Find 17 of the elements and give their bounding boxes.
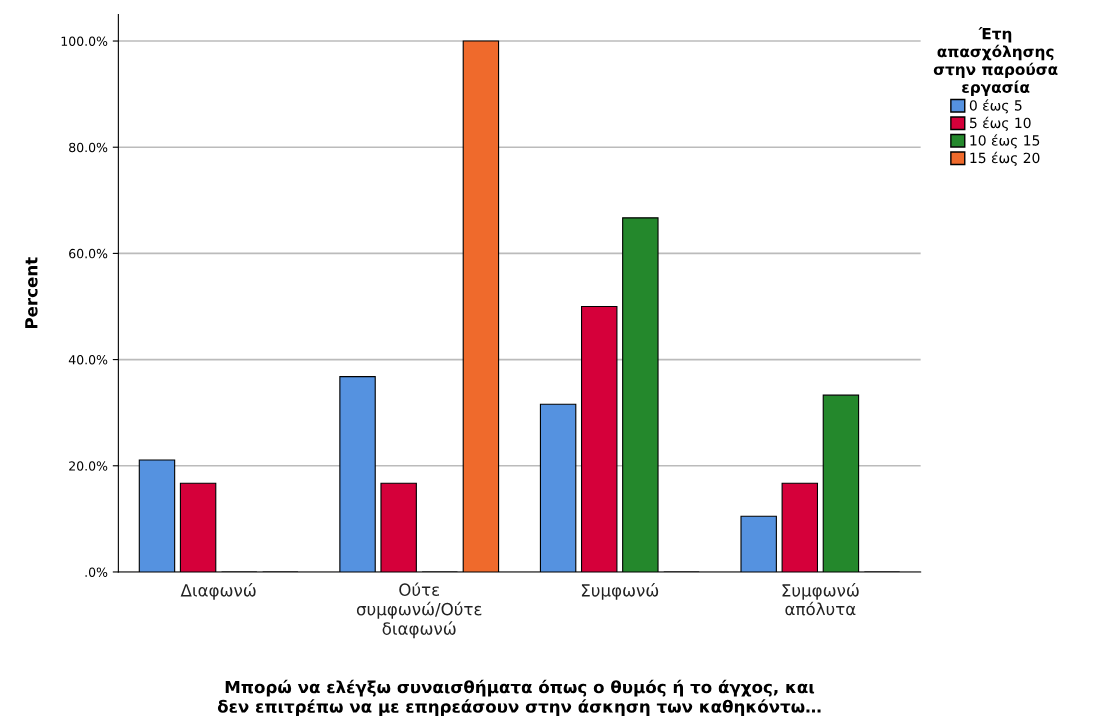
x-tick-label: Συμφωνώ απόλυτα: [782, 583, 859, 616]
x-tick-label: Συμφωνώ: [581, 583, 659, 600]
y-axis-title: Percent: [25, 257, 38, 329]
y-tick-label: 40.0%: [68, 355, 108, 365]
legend-label: 15 έως 20: [970, 151, 1040, 166]
x-axis-title: Μπορώ να ελέγξω συναισθήματα όπως ο θυμός ή το άγχος, και δεν επιτρέπω να με επηρεάσουν στην άσκηση των καθηκόντω…: [217, 679, 821, 717]
y-tick-label: .0%: [85, 567, 108, 577]
legend-label: 5 έως 10: [969, 116, 1031, 131]
legend-label: 10 έως 15: [970, 134, 1040, 149]
y-tick-label: 20.0%: [69, 461, 108, 471]
legend-title: Έτη απασχόλησης στην παρούσα εργασία: [933, 26, 1058, 96]
y-tick-label: 100.0%: [61, 36, 108, 46]
legend-label: 0 έως 5: [969, 99, 1022, 114]
y-tick-label: 80.0%: [69, 142, 108, 153]
x-tick-label: Διαφωνώ: [180, 583, 256, 600]
x-tick-label: Ούτε συμφωνώ/Ούτε διαφωνώ: [356, 582, 482, 639]
y-tick-label: 60.0%: [69, 248, 108, 259]
